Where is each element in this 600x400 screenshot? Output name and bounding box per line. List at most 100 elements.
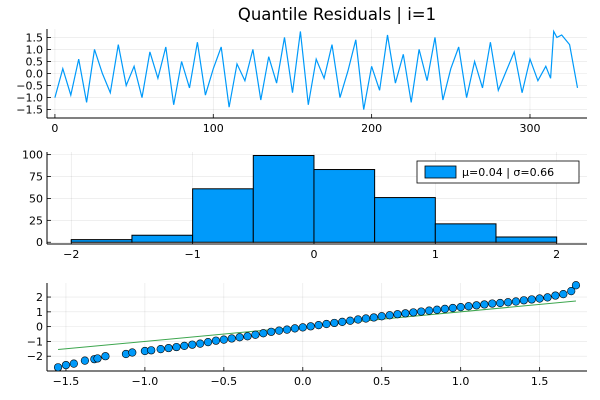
- qq-point: [314, 321, 323, 330]
- x-tick-label: 300: [519, 122, 540, 135]
- qq-point: [527, 295, 536, 304]
- y-tick-label: −1.0: [16, 92, 43, 105]
- x-tick-label: −0.5: [210, 375, 237, 388]
- x-tick-label: 200: [361, 122, 382, 135]
- qq-point: [227, 334, 236, 343]
- x-tick-label: 0.0: [294, 375, 312, 388]
- qq-point: [211, 336, 221, 345]
- y-tick-label: 0: [36, 236, 43, 249]
- qq-point: [164, 343, 173, 353]
- legend-swatch: [424, 165, 457, 179]
- qq-point: [511, 297, 521, 306]
- qq-point: [559, 289, 568, 299]
- qq-point: [243, 332, 252, 341]
- x-tick-label: −1.0: [132, 375, 159, 388]
- y-tick-label: 75: [29, 171, 43, 184]
- qq-point: [196, 339, 205, 348]
- qq-point: [551, 291, 560, 300]
- qq-point: [440, 304, 449, 313]
- x-tick-label: 100: [203, 122, 224, 135]
- qq-point: [417, 307, 426, 316]
- x-tick-label: −1.5: [53, 375, 80, 388]
- legend-label: μ=0.04 | σ=0.66: [462, 166, 554, 179]
- qq-point: [275, 326, 284, 335]
- y-tick-label: 0: [36, 321, 43, 334]
- x-tick-label: 0: [310, 248, 317, 261]
- qq-point: [290, 324, 299, 333]
- qq-point: [93, 354, 102, 363]
- x-tick-label: 0.5: [373, 375, 391, 388]
- x-tick-label: −2: [63, 248, 79, 261]
- histogram-bar: [70, 239, 133, 243]
- qq-point: [259, 329, 268, 338]
- qq-point: [409, 308, 418, 317]
- chart-title: Quantile Residuals | i=1: [238, 5, 436, 24]
- qq-point: [267, 327, 276, 336]
- y-tick-label: −1.5: [16, 104, 43, 117]
- qq-point: [219, 335, 228, 344]
- qq-point: [282, 325, 292, 334]
- qq-point: [346, 316, 355, 325]
- histogram-bar: [313, 169, 376, 243]
- qq-point: [472, 301, 481, 310]
- qq-point: [80, 356, 89, 365]
- qq-point: [464, 302, 473, 311]
- residual-series-line: [54, 29, 579, 110]
- residual-series-panel: 0 100 200 300 −1.5−1.0−0.50.00.51.01.5: [16, 29, 587, 135]
- qq-point: [353, 315, 363, 324]
- qq-point: [188, 340, 197, 349]
- qq-point: [519, 296, 528, 305]
- histogram-bar: [434, 223, 497, 243]
- histogram-bar: [131, 234, 194, 243]
- qq-point: [361, 314, 371, 323]
- x-tick-label: 1.5: [531, 375, 549, 388]
- qq-point: [101, 352, 110, 361]
- qq-point: [393, 310, 402, 319]
- qq-point: [338, 317, 347, 326]
- histogram-bar: [252, 155, 315, 243]
- qq-point: [401, 309, 410, 318]
- qq-point: [53, 363, 63, 372]
- x-tick-label: −1: [185, 248, 201, 261]
- qq-point: [503, 298, 513, 307]
- qq-point: [298, 323, 307, 332]
- y-tick-label: 0.5: [26, 55, 44, 68]
- qq-point: [488, 299, 497, 308]
- x-tick-label: 1: [432, 248, 439, 261]
- qq-point: [567, 287, 576, 296]
- qq-point: [172, 342, 181, 352]
- y-tick-label: 2: [36, 291, 43, 304]
- qq-plot-panel: −1.5 −1.0 −0.5 0.0 0.5 1.0 1.5 −2 −10 1 2: [27, 281, 587, 388]
- qq-point: [61, 360, 71, 370]
- qq-point: [448, 303, 457, 313]
- qq-point: [425, 306, 434, 315]
- y-tick-label: 25: [29, 214, 43, 227]
- qq-point: [306, 322, 315, 331]
- qq-point: [235, 333, 244, 342]
- legend-box: [416, 160, 580, 184]
- y-tick-label: −2: [27, 350, 43, 363]
- y-tick-label: 50: [29, 192, 43, 205]
- qq-point: [330, 318, 339, 328]
- qq-point: [432, 305, 442, 314]
- qq-point: [69, 359, 78, 368]
- qq-point: [535, 294, 544, 303]
- y-tick-label: −0.5: [16, 80, 43, 93]
- qq-point: [385, 311, 394, 320]
- qq-point: [147, 346, 156, 355]
- qq-point: [480, 300, 489, 309]
- qq-point: [322, 319, 331, 329]
- histogram-bar: [192, 188, 254, 243]
- qq-point: [128, 348, 137, 357]
- y-tick-label: 1.5: [26, 31, 44, 44]
- histogram-bar: [495, 236, 558, 243]
- qq-point: [180, 341, 189, 350]
- x-tick-label: 2: [553, 248, 560, 261]
- histogram-bar: [374, 197, 436, 243]
- qq-point: [377, 312, 386, 321]
- qq-point: [496, 298, 505, 308]
- qq-point: [543, 293, 552, 302]
- qq-point: [456, 303, 465, 312]
- y-tick-label: 1.0: [26, 43, 44, 56]
